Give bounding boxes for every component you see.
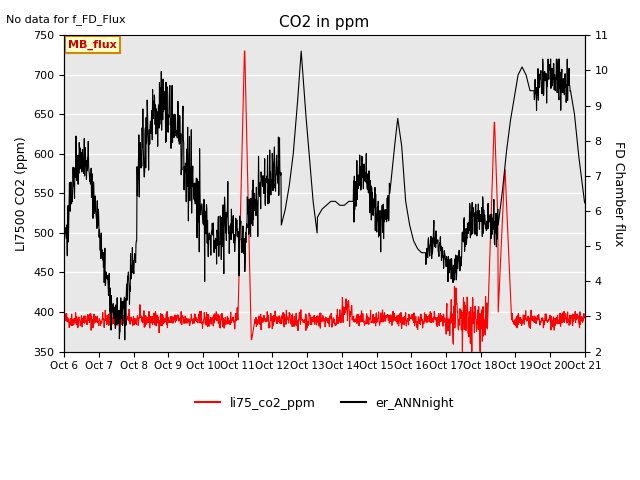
Y-axis label: LI7500 CO2 (ppm): LI7500 CO2 (ppm) xyxy=(15,136,28,251)
Text: No data for f_FD_Flux: No data for f_FD_Flux xyxy=(6,14,126,25)
Y-axis label: FD Chamber flux: FD Chamber flux xyxy=(612,141,625,246)
Text: MB_flux: MB_flux xyxy=(68,39,116,49)
Legend: li75_co2_ppm, er_ANNnight: li75_co2_ppm, er_ANNnight xyxy=(190,392,459,415)
Title: CO2 in ppm: CO2 in ppm xyxy=(280,15,370,30)
